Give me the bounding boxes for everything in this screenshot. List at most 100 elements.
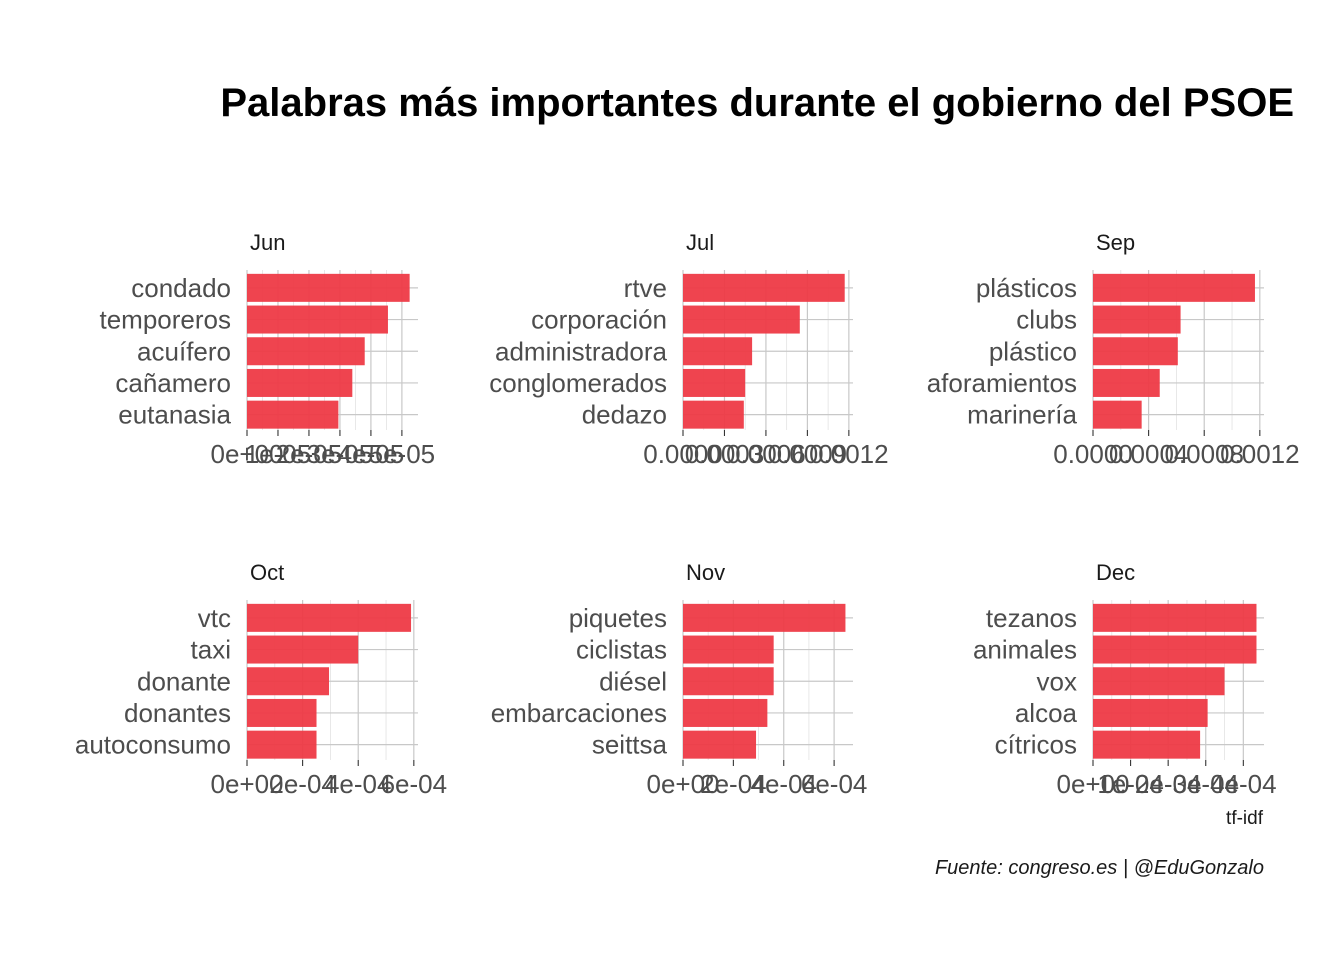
- x-tick-label: 2e-04: [269, 769, 336, 799]
- x-tick-label: 1e-05: [245, 439, 312, 469]
- category-label: aforamientos: [927, 368, 1077, 398]
- facet-label: Jul: [686, 230, 714, 255]
- bar-corporación: [683, 305, 800, 334]
- bar-plástico: [1093, 337, 1178, 366]
- x-tick-label: 3e-05: [307, 439, 374, 469]
- bar-acuífero: [247, 337, 365, 366]
- bar-taxi: [247, 635, 359, 664]
- category-label: donante: [137, 666, 231, 696]
- bar-cítricos: [1093, 730, 1201, 759]
- x-tick-label: 0.0012: [809, 439, 889, 469]
- facet-jun: Jun condadotemporerosacuíferocañameroeuta…: [100, 230, 436, 469]
- x-tick-label: 2e-04: [1135, 769, 1202, 799]
- category-label: piquetes: [569, 603, 667, 633]
- bar-plásticos: [1093, 273, 1255, 302]
- bar-embarcaciones: [683, 698, 768, 727]
- x-tick-label: 1e-04: [1097, 769, 1164, 799]
- x-tick-label: 0e+00: [1056, 769, 1129, 799]
- x-tick-label: 0.0004: [1109, 439, 1189, 469]
- bar-temporeros: [247, 305, 388, 334]
- category-label: corporación: [531, 305, 667, 335]
- x-tick-label: 0.0000: [643, 439, 723, 469]
- category-label: acuífero: [137, 336, 231, 366]
- x-tick-label: 4e-04: [325, 769, 392, 799]
- category-label: clubs: [1016, 305, 1077, 335]
- category-label: animales: [973, 635, 1077, 665]
- bar-cañamero: [247, 368, 353, 397]
- x-tick-label: 2e-04: [700, 769, 767, 799]
- bar-condado: [247, 273, 410, 302]
- category-label: autoconsumo: [75, 730, 231, 760]
- bar-marinería: [1093, 400, 1142, 429]
- bar-autoconsumo: [247, 730, 317, 759]
- category-label: dedazo: [582, 400, 667, 430]
- x-tick-label: 4e-04: [750, 769, 817, 799]
- facet-jul: Julrtvecorporaciónadministradoraconglome…: [489, 230, 888, 469]
- category-label: embarcaciones: [491, 698, 667, 728]
- bar-piquetes: [683, 603, 846, 632]
- category-label: cítricos: [995, 730, 1077, 760]
- bar-vtc: [247, 603, 412, 632]
- bar-eutanasia: [247, 400, 339, 429]
- category-label: tezanos: [986, 603, 1077, 633]
- x-tick-label: 4e-05: [338, 439, 405, 469]
- bar-aforamientos: [1093, 368, 1160, 397]
- bar-diésel: [683, 667, 774, 696]
- category-label: seittsa: [592, 730, 668, 760]
- category-label: temporeros: [100, 305, 232, 335]
- facets-layer: Jun condadotemporerosacuíferocañameroeuta…: [75, 230, 1300, 799]
- category-label: marinería: [967, 400, 1077, 430]
- x-tick-label: 5e-05: [369, 439, 436, 469]
- x-tick-label: 0.0012: [1220, 439, 1300, 469]
- x-axis-title: tf-idf: [1226, 808, 1264, 829]
- category-label: donantes: [124, 698, 231, 728]
- x-tick-label: 0.0000: [1053, 439, 1133, 469]
- chart-title: Palabras más importantes durante el gobi…: [220, 81, 1294, 125]
- x-tick-label: 2e-05: [276, 439, 343, 469]
- facet-label: Oct: [250, 560, 284, 585]
- facet-label: Dec: [1096, 560, 1135, 585]
- category-label: rtve: [624, 273, 667, 303]
- bar-conglomerados: [683, 368, 746, 397]
- x-tick-label: 0.0003: [685, 439, 765, 469]
- x-tick-label: 0e+00: [210, 769, 283, 799]
- x-tick-label: 0.0006: [726, 439, 806, 469]
- category-label: vtc: [198, 603, 231, 633]
- bar-tezanos: [1093, 603, 1257, 632]
- x-tick-label: 0e+00: [646, 769, 719, 799]
- bar-animales: [1093, 635, 1257, 664]
- category-label: conglomerados: [489, 368, 667, 398]
- category-label: administradora: [495, 336, 668, 366]
- category-label: plásticos: [976, 273, 1077, 303]
- x-tick-label: 6e-04: [381, 769, 448, 799]
- category-label: eutanasia: [118, 400, 231, 430]
- category-label: diésel: [599, 666, 667, 696]
- facet-label: Jun: [250, 230, 285, 255]
- facet-label: Nov: [686, 560, 725, 585]
- category-label: condado: [131, 273, 231, 303]
- x-tick-label: 0.0009: [768, 439, 848, 469]
- x-tick-label: 3e-04: [1172, 769, 1239, 799]
- category-label: taxi: [191, 635, 231, 665]
- bar-clubs: [1093, 305, 1181, 334]
- x-tick-label: 0e+00: [210, 439, 283, 469]
- bar-dedazo: [683, 400, 744, 429]
- facet-label: Sep: [1096, 230, 1135, 255]
- category-label: alcoa: [1015, 698, 1078, 728]
- bar-alcoa: [1093, 698, 1208, 727]
- bar-seittsa: [683, 730, 757, 759]
- bar-donante: [247, 667, 330, 696]
- chart-caption: Fuente: congreso.es | @EduGonzalo: [935, 857, 1264, 879]
- x-tick-label: 0.0008: [1164, 439, 1244, 469]
- bar-administradora: [683, 337, 753, 366]
- bar-rtve: [683, 273, 845, 302]
- x-tick-label: 4e-04: [1210, 769, 1277, 799]
- category-label: cañamero: [115, 368, 231, 398]
- bar-ciclistas: [683, 635, 774, 664]
- x-tick-label: 6e-04: [801, 769, 868, 799]
- bar-vox: [1093, 667, 1225, 696]
